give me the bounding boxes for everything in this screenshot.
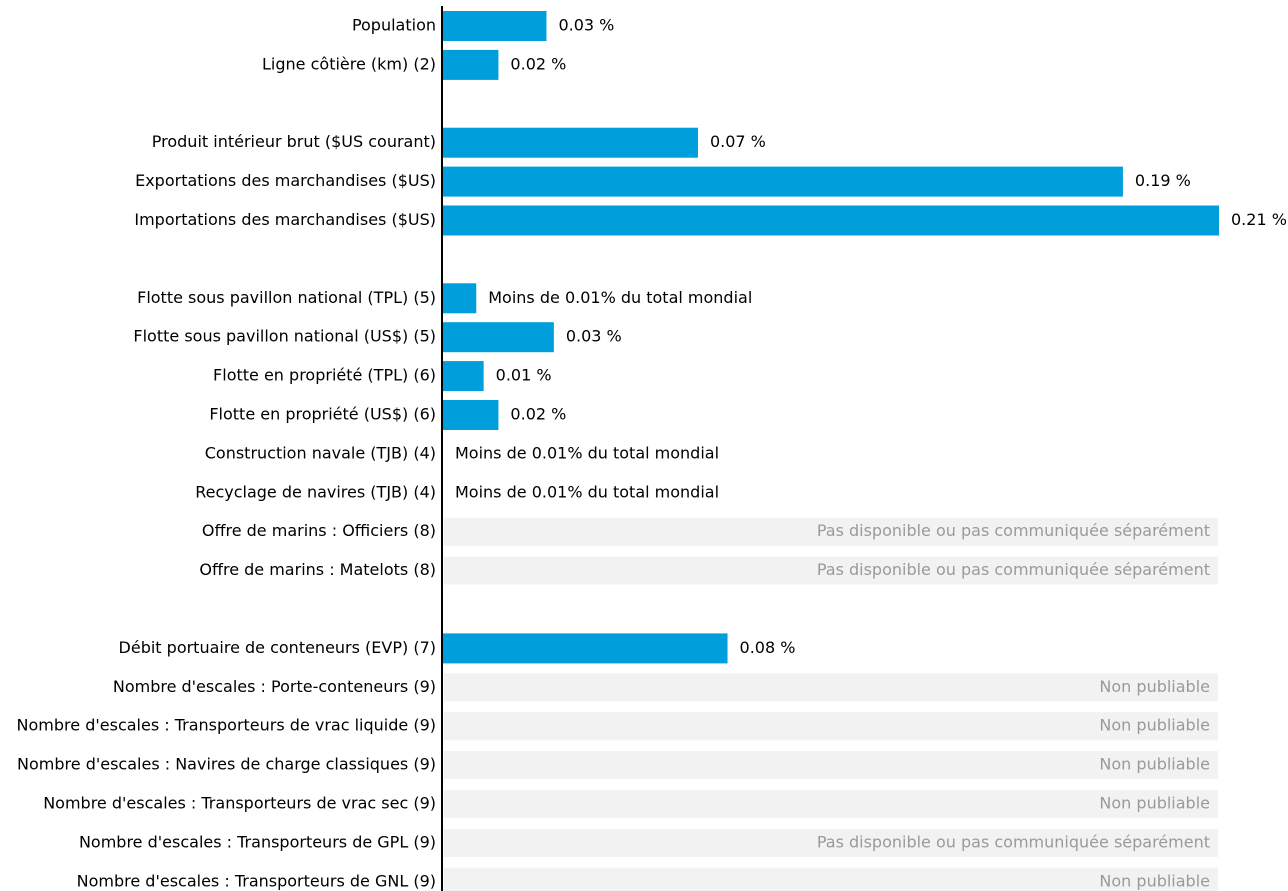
value-label: Moins de 0.01% du total mondial	[488, 288, 752, 307]
category-label: Produit intérieur brut ($US courant)	[152, 132, 436, 151]
na-label: Pas disponible ou pas communiquée séparé…	[817, 832, 1210, 851]
category-label: Population	[352, 16, 436, 35]
na-band	[444, 556, 1218, 585]
bar	[443, 361, 484, 392]
bar	[443, 633, 728, 664]
value-label: 0.07 %	[710, 132, 766, 151]
category-label: Flotte en propriété (US$) (6)	[209, 405, 436, 424]
category-label: Exportations des marchandises ($US)	[135, 171, 436, 190]
na-bands	[444, 517, 1218, 891]
na-label: Non publiable	[1099, 794, 1210, 813]
bar	[443, 400, 499, 430]
bar	[443, 322, 554, 353]
category-label: Offre de marins : Officiers (8)	[202, 521, 436, 540]
category-label: Nombre d'escales : Transporteurs de GNL …	[77, 871, 436, 890]
na-label: Pas disponible ou pas communiquée séparé…	[817, 560, 1210, 579]
value-label: 0.19 %	[1135, 171, 1191, 190]
category-label: Flotte sous pavillon national (US$) (5)	[133, 327, 436, 346]
category-label: Flotte sous pavillon national (TPL) (5)	[137, 288, 436, 307]
category-label: Recyclage de navires (TJB) (4)	[195, 482, 436, 501]
na-label: Non publiable	[1099, 716, 1210, 735]
na-label: Non publiable	[1099, 871, 1210, 890]
na-label: Non publiable	[1099, 677, 1210, 696]
category-label: Débit portuaire de conteneurs (EVP) (7)	[119, 638, 436, 657]
na-band	[444, 867, 1218, 891]
category-label: Importations des marchandises ($US)	[134, 210, 436, 229]
value-labels: 0.03 % 0.02 % 0.07 % 0.19 % 0.21 % Moins de 0…	[455, 16, 1287, 891]
category-label: Construction navale (TJB) (4)	[205, 443, 436, 462]
na-label: Pas disponible ou pas communiquée séparé…	[817, 521, 1210, 540]
na-band	[444, 828, 1218, 857]
category-labels: Population Ligne côtière (km) (2) Produit …	[17, 16, 436, 891]
na-band	[444, 712, 1218, 741]
category-label: Nombre d'escales : Transporteurs de vrac…	[43, 794, 436, 813]
category-label: Nombre d'escales : Transporteurs de GPL …	[79, 832, 436, 851]
value-label: 0.03 %	[558, 16, 614, 35]
bar	[443, 283, 477, 314]
value-label: 0.02 %	[510, 54, 566, 73]
value-label: 0.01 %	[496, 366, 552, 385]
na-band	[444, 751, 1218, 780]
bar	[443, 49, 499, 80]
na-band	[444, 673, 1218, 702]
bar	[443, 166, 1123, 197]
category-label: Ligne côtière (km) (2)	[262, 54, 436, 73]
value-label: Moins de 0.01% du total mondial	[455, 482, 719, 501]
bars	[443, 11, 1219, 664]
value-label: 0.08 %	[740, 638, 796, 657]
bar	[443, 205, 1219, 236]
bar	[443, 11, 547, 41]
category-label: Offre de marins : Matelots (8)	[199, 560, 436, 579]
na-band	[444, 790, 1218, 818]
category-label: Flotte en propriété (TPL) (6)	[213, 366, 436, 385]
value-label: Moins de 0.01% du total mondial	[455, 443, 719, 462]
value-label: 0.03 %	[566, 327, 622, 346]
category-label: Nombre d'escales : Porte-conteneurs (9)	[113, 677, 436, 696]
na-label: Non publiable	[1099, 755, 1210, 774]
na-band	[444, 517, 1218, 546]
value-label: 0.02 %	[510, 405, 566, 424]
bar	[443, 127, 698, 158]
value-label: 0.21 %	[1231, 210, 1287, 229]
category-label: Nombre d'escales : Transporteurs de vrac…	[17, 716, 436, 735]
category-label: Nombre d'escales : Navires de charge cla…	[17, 755, 436, 774]
